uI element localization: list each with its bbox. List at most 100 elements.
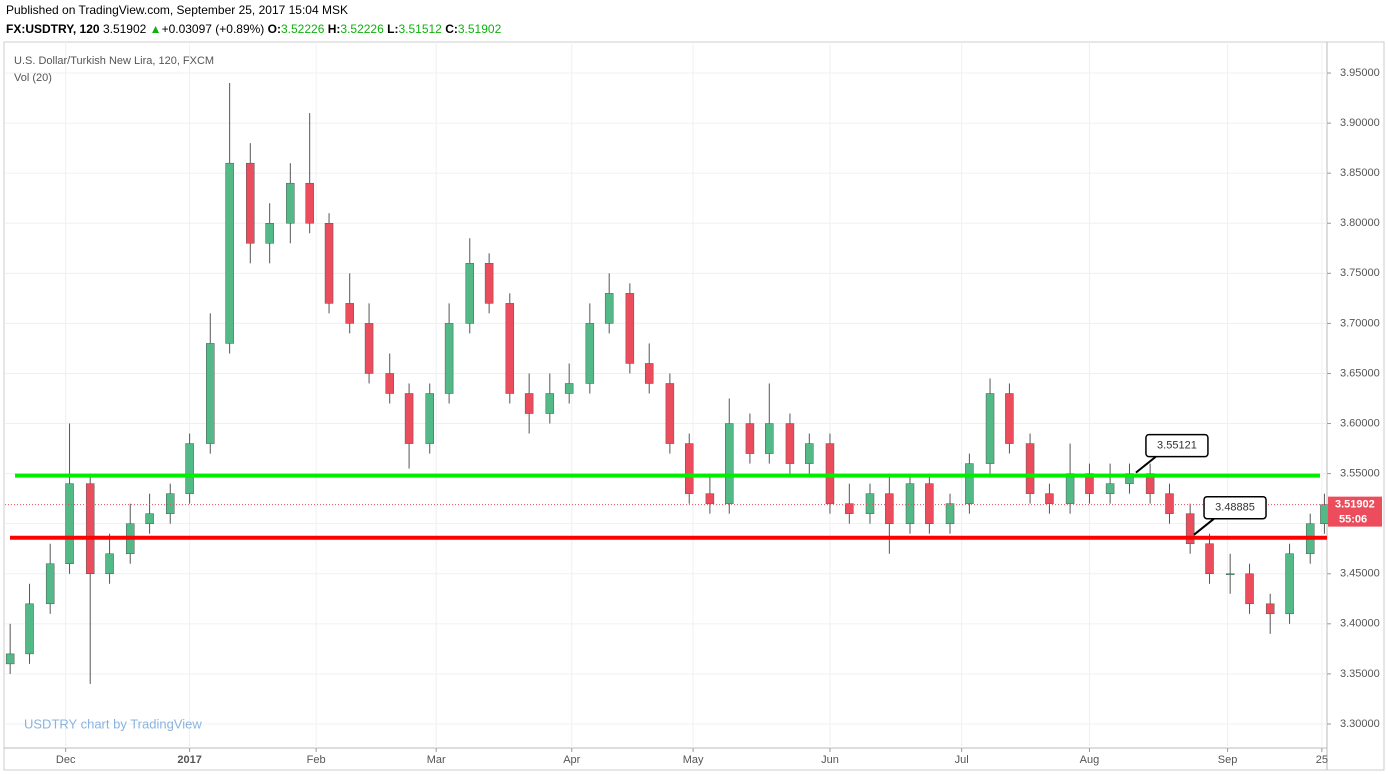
callout-label: 3.48885 [1215,502,1255,514]
x-tick-label: Apr [563,754,580,766]
published-line: Published on TradingView.com, September … [6,3,348,17]
candle-body [25,603,34,655]
candle-body [604,293,614,324]
symbol: FX:USDTRY, 120 [6,22,100,36]
ohlc-value: 3.52226 [281,22,325,36]
x-tick-label: Jun [821,754,839,766]
y-tick-label: 3.55000 [1340,468,1380,480]
callout-pointer [1193,517,1215,536]
frame [3,41,1385,771]
candle-body [185,443,194,494]
x-tick-label: 25 [1316,754,1328,766]
candle-body [644,363,654,384]
indicator-label: Vol (20) [14,72,52,84]
candle-body [1085,473,1094,494]
candle-body [524,393,534,414]
candle-body [885,493,894,524]
y-tick-label: 3.80000 [1340,217,1380,229]
callout-pointer [1135,455,1157,474]
chart-title: U.S. Dollar/Turkish New Lira, 120, FXCM [14,55,214,67]
x-tick-label: 2017 [177,754,201,766]
candle-body [665,383,675,444]
candle-body [1025,443,1035,494]
candle-body [965,463,974,504]
x-tick-label: Jul [955,754,969,766]
y-tick-label: 3.60000 [1340,417,1380,429]
candle-body [545,393,555,414]
candle-body [145,513,154,524]
candle-body [286,182,295,224]
candle-body [765,423,774,454]
x-tick-label: Sep [1218,754,1238,766]
candle-body [925,483,934,524]
candle-body [785,423,795,464]
candle-body [725,423,734,504]
last-price-box [1328,496,1382,527]
candle-body [1185,513,1195,544]
ohlc-value: 3.51512 [398,22,442,36]
candle-body [505,303,515,394]
candle-body [65,483,74,564]
candle-body [484,263,494,304]
candle-body [85,483,95,575]
y-tick-label: 3.40000 [1340,618,1380,630]
candle-body [805,443,814,464]
y-tick-label: 3.90000 [1340,117,1380,129]
candle-body [1320,504,1329,524]
candle-body [364,323,374,374]
x-tick-label: Mar [427,754,446,766]
y-tick-label: 3.30000 [1340,718,1380,730]
ohlc: O:3.52226 H:3.52226 L:3.51512 C:3.51902 [268,22,502,36]
candle-body [684,443,694,494]
candle-body [5,653,15,665]
candle-body [1205,543,1214,575]
last-price-label: 3.51902 [1335,499,1375,511]
candle-body [1265,603,1275,615]
candle-body [105,553,114,575]
watermark: USDTRY chart by TradingView [24,716,202,731]
candle-body [1225,573,1235,576]
quote-line: FX:USDTRY, 120 3.51902 ▲+0.03097 (+0.89%… [6,22,501,36]
candle-body [564,383,574,394]
last: 3.51902 [102,22,147,36]
candle-body [1245,573,1254,605]
candle-body [404,393,414,444]
candle-body [985,393,995,464]
change: +0.03097 (+0.89%) [161,22,265,36]
candle-body [166,493,175,514]
candle-body [324,223,334,304]
candle-body [465,263,475,324]
countdown: 55:06 [1339,514,1367,526]
ohlc-label: C: [445,22,458,36]
y-tick-label: 3.65000 [1340,367,1380,379]
ohlc-label: L: [387,22,399,36]
candle-body [1285,553,1294,615]
candle-body [1005,393,1014,444]
candle-body [265,223,274,244]
x-tick-label: Dec [56,754,76,766]
candle-body [206,343,215,444]
ohlc-label: O: [267,22,281,36]
arrow: ▲ [149,22,162,36]
ohlc-value: 3.52226 [340,22,384,36]
candle-body [1065,473,1075,504]
x-tick-label: Aug [1080,754,1100,766]
x-tick-label: May [683,754,704,766]
candle-body [345,303,354,324]
callout-box [1203,495,1267,520]
candle-body [705,493,715,504]
candle-body [745,423,755,454]
ohlc-value: 3.51902 [457,22,502,36]
candle-body [905,483,915,524]
callout-label: 3.55121 [1157,440,1197,452]
candle-body [305,182,314,224]
candle-body [585,323,595,384]
y-tick-label: 3.85000 [1340,167,1380,179]
candle-body [825,443,835,504]
y-tick-label: 3.35000 [1340,668,1380,680]
candle-body [45,563,55,605]
y-tick-label: 3.95000 [1340,67,1380,79]
candle-body [1165,493,1174,514]
